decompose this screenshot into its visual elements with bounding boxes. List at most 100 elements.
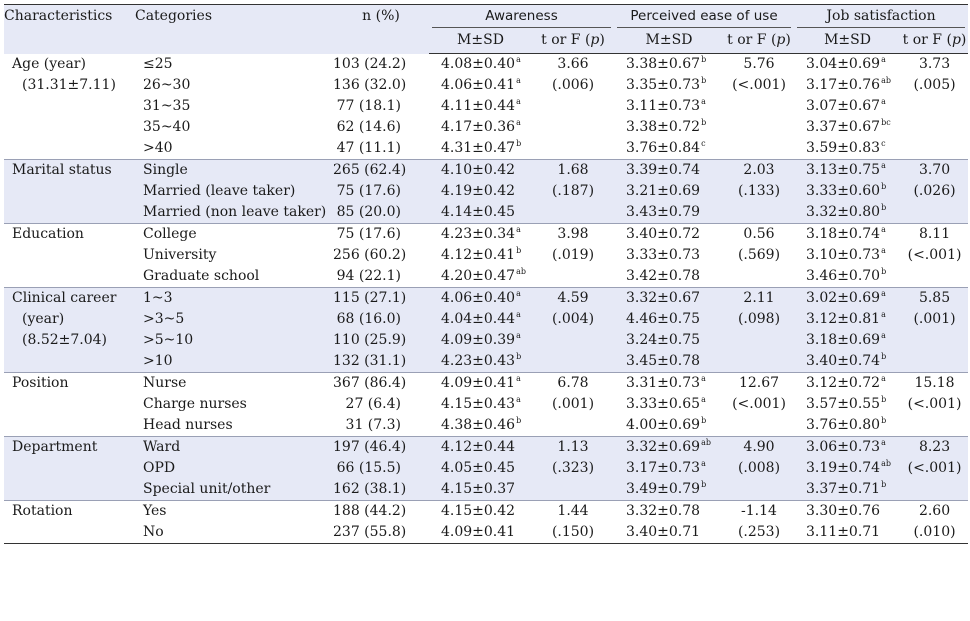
job-msd-superscript: a	[881, 310, 886, 319]
ease-msd-superscript: c	[701, 139, 706, 148]
n-pct-value: 136 (32.0)	[333, 76, 407, 93]
ease-msd-value: 3.39±0.74	[626, 162, 701, 178]
awareness-msd-value: 4.38±0.46	[441, 417, 516, 433]
header-msd-job: M±SD	[794, 28, 902, 54]
job-msd-cell: 3.30±0.76 3.11±0.71	[794, 500, 902, 544]
awareness-msd: 4.12±0.44	[441, 437, 532, 458]
ease-msd-superscript: b	[701, 118, 707, 127]
awareness-msd: 4.15±0.43a	[441, 394, 532, 415]
ease-msd: 3.38±0.67b	[626, 54, 724, 75]
job-test-cell: 8.11 (<.001)	[901, 223, 969, 288]
header-msd-awareness: M±SD	[429, 28, 532, 54]
n-pct-value: 367 (86.4)	[333, 375, 407, 391]
job-msd-superscript: a	[881, 374, 886, 383]
ease-msd-superscript: a	[701, 374, 706, 383]
awareness-test-cell: 3.98 (.019)	[532, 223, 614, 288]
categories-cell: Nurse Charge nurses Head nurses	[135, 372, 333, 437]
n-pct-value: 94 (22.1)	[336, 268, 401, 284]
awareness-msd-value: 4.09±0.39	[441, 332, 516, 348]
awareness-test-value: (.187)	[551, 183, 595, 199]
n-pct-cell: 75 (17.6) 256 (60.2) 94 (22.1)	[333, 223, 429, 288]
awareness-msd-superscript: a	[516, 55, 521, 64]
ease-msd-cell: 3.31±0.73a 3.33±0.65a 4.00±0.69b	[614, 372, 724, 437]
category-label: Head nurses	[143, 417, 233, 433]
job-msd-superscript: bc	[881, 118, 891, 127]
n-pct-value: 66 (15.5)	[336, 460, 401, 476]
job-msd-cell: 3.04±0.69a 3.17±0.76ab 3.07±0.67a 3.37±0.67…	[794, 54, 901, 160]
characteristic-cell: Education	[4, 223, 135, 288]
awareness-msd-value: 4.06±0.40	[441, 290, 516, 306]
category-label: ≤25	[143, 55, 173, 72]
characteristic-cell: Position	[4, 372, 135, 437]
awareness-test-value: 1.13	[557, 439, 589, 455]
category-label: 35~40	[143, 118, 191, 135]
job-msd-value: 3.30±0.76	[806, 503, 881, 519]
table-row: Marital status Single Married (leave taker…	[4, 159, 969, 224]
n-pct-value: 197 (46.4)	[333, 439, 407, 455]
job-msd: 3.18±0.69a	[806, 330, 901, 351]
header-n-pct: n (%)	[333, 4, 429, 54]
job-msd: 3.17±0.76ab	[806, 75, 901, 96]
awareness-msd: 4.23±0.43b	[441, 351, 532, 372]
job-msd: 3.57±0.55b	[806, 394, 901, 415]
header-tf-awareness: t or F (p)	[532, 28, 614, 54]
job-msd: 3.18±0.74a	[806, 224, 901, 245]
ease-test-value: 5.76	[743, 56, 775, 72]
ease-msd-superscript: b	[701, 55, 707, 64]
n-pct-value: 62 (14.6)	[336, 118, 401, 135]
awareness-msd-superscript: ab	[516, 267, 526, 276]
ease-msd-cell: 3.32±0.78 3.40±0.71	[614, 500, 724, 544]
characteristic-label: Age (year)	[12, 55, 86, 72]
header-group-job-satisfaction: Job satisfaction	[794, 4, 969, 28]
ease-msd-value: 3.31±0.73	[626, 375, 701, 391]
table-group: Marital status Single Married (leave taker…	[4, 159, 969, 224]
n-pct-value: 256 (60.2)	[333, 247, 407, 263]
awareness-msd-value: 4.23±0.34	[441, 226, 516, 242]
ease-test-value: 2.03	[743, 162, 775, 178]
header-tf-job: t or F (p)	[901, 28, 969, 54]
job-test-value: 3.73	[918, 56, 951, 72]
job-test-value: (<.001)	[907, 396, 962, 412]
category-label: Married (leave taker)	[143, 183, 296, 199]
characteristic-label: Department	[12, 439, 98, 455]
table-row: Position Nurse Charge nurses Head nurses 367…	[4, 372, 969, 437]
job-msd: 3.19±0.74ab	[806, 458, 901, 479]
header-characteristics: Characteristics	[4, 4, 135, 54]
awareness-msd: 4.23±0.34a	[441, 224, 532, 245]
characteristic-label: Position	[12, 375, 69, 391]
awareness-msd-value: 4.10±0.42	[441, 162, 516, 178]
awareness-test-value: 3.66	[557, 56, 589, 72]
ease-msd-value: 3.45±0.78	[626, 353, 701, 369]
n-pct-cell: 367 (86.4) 27 (6.4) 31 (7.3)	[333, 372, 429, 437]
ease-msd-value: 3.17±0.73	[626, 460, 701, 476]
characteristic-cell: Department	[4, 436, 135, 501]
n-pct-value: 75 (17.6)	[336, 183, 401, 199]
category-label: 1~3	[143, 290, 173, 306]
n-pct-value: 162 (38.1)	[333, 481, 407, 497]
ease-msd-superscript: b	[701, 416, 707, 425]
n-pct-value: 237 (55.8)	[333, 524, 407, 540]
awareness-msd-cell: 4.12±0.44 4.05±0.45 4.15±0.37	[429, 436, 532, 501]
awareness-msd: 4.10±0.42	[441, 160, 532, 181]
job-msd-value: 3.02±0.69	[806, 290, 881, 306]
ease-msd: 3.76±0.84c	[626, 138, 724, 159]
job-msd: 3.59±0.83c	[806, 138, 901, 159]
ease-msd-value: 3.43±0.79	[626, 204, 701, 220]
ease-test-cell: 4.90 (.008)	[724, 436, 795, 501]
characteristics-table: Characteristics Categories n (%) Awarene…	[4, 4, 969, 544]
ease-msd-superscript: a	[701, 459, 706, 468]
awareness-test-cell: 4.59 (.004)	[532, 287, 614, 373]
header-msd-ease: M±SD	[614, 28, 724, 54]
ease-test-value: (.253)	[737, 524, 781, 540]
ease-test-cell: 0.56 (.569)	[724, 223, 795, 288]
ease-test-value: 4.90	[743, 439, 775, 455]
category-label: >10	[143, 353, 173, 369]
n-pct-value: 115 (27.1)	[333, 290, 407, 306]
awareness-msd-superscript: a	[516, 289, 521, 298]
job-msd-value: 3.37±0.71	[806, 481, 881, 497]
awareness-msd-superscript: b	[516, 139, 522, 148]
job-msd-value: 3.17±0.76	[806, 77, 881, 93]
ease-msd-cell: 3.39±0.74 3.21±0.69 3.43±0.79	[614, 159, 724, 224]
job-msd-value: 3.06±0.73	[806, 439, 881, 455]
category-label: Graduate school	[143, 268, 260, 284]
